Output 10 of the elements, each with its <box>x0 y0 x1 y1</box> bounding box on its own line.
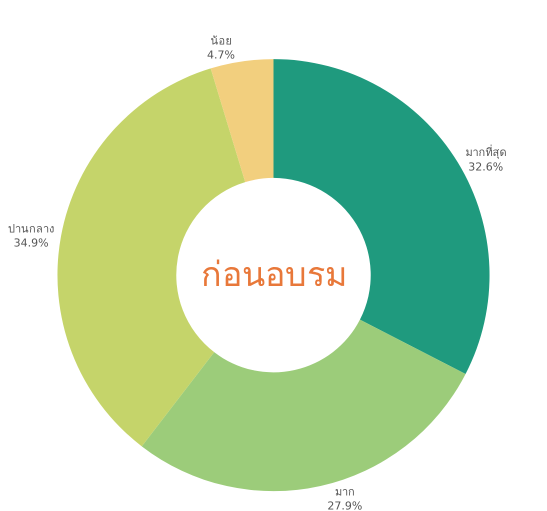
slice-label: มาก <box>334 485 355 498</box>
slice-label: มากที่สุด <box>465 144 506 160</box>
data-label: 34.9% <box>14 236 49 250</box>
slice-label: ปานกลาง <box>8 222 54 236</box>
data-label: 27.9% <box>327 500 362 511</box>
slice-label: น้อย <box>210 34 232 48</box>
donut-slice <box>210 59 274 182</box>
text: ก่อนอบรม <box>201 255 347 295</box>
data-label: 4.7% <box>206 48 235 62</box>
data-label: 32.6% <box>468 160 504 174</box>
